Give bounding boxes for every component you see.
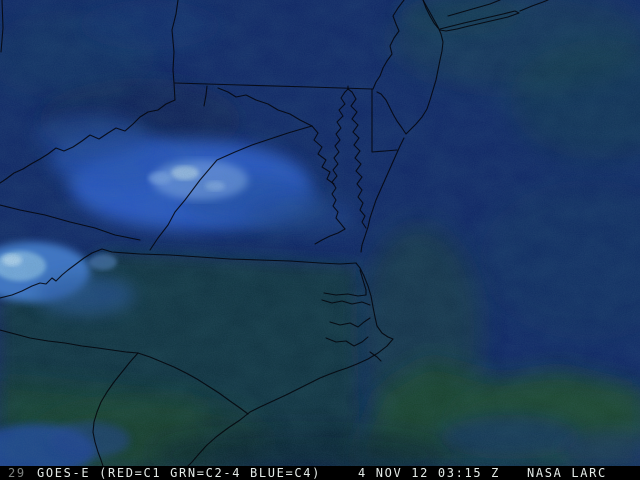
satellite-map-canvas (0, 0, 640, 466)
state-borders (0, 0, 549, 466)
caption-bar: 29 GOES-E (RED=C1 GRN=C2-4 BLUE=C4) 4 NO… (0, 466, 640, 480)
credit-label: NASA LARC (527, 466, 607, 480)
source-label: GOES-E (RED=C1 GRN=C2-4 BLUE=C4) (37, 466, 321, 480)
frame-id-faint: 29 (8, 466, 26, 480)
timestamp-label: 4 NOV 12 03:15 Z (358, 466, 500, 480)
fine-noise-texture (0, 0, 640, 466)
satellite-map (0, 0, 640, 466)
